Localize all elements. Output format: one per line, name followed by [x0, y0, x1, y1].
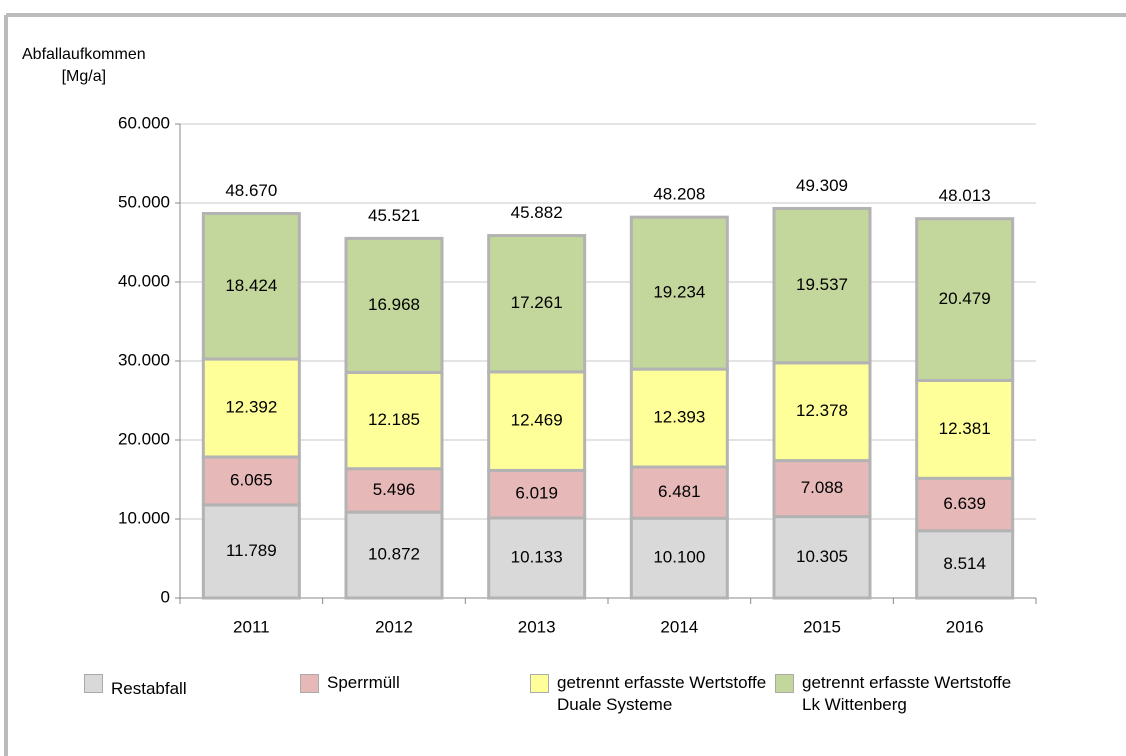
total-label: 48.013 — [939, 186, 991, 205]
y-tick-label: 10.000 — [118, 508, 170, 527]
bar-segment — [915, 378, 1015, 480]
legend-label: Restabfall — [111, 679, 187, 698]
x-tick-label: 2016 — [946, 617, 984, 636]
data-label: 16.968 — [368, 295, 420, 314]
data-label: 12.185 — [368, 410, 420, 429]
total-label: 48.670 — [225, 181, 277, 200]
bar-segment — [629, 516, 729, 600]
bar-segment — [201, 357, 301, 459]
bar-segment — [915, 476, 1015, 533]
y-tick-label: 20.000 — [118, 429, 170, 448]
data-label: 12.393 — [653, 408, 705, 427]
bar-segment — [772, 361, 872, 463]
data-label: 10.872 — [368, 545, 420, 564]
bar-segment — [344, 510, 444, 600]
bar-segment — [487, 234, 587, 374]
bar-segment — [201, 212, 301, 361]
bar-segment — [487, 516, 587, 600]
x-tick-label: 2014 — [660, 617, 698, 636]
legend-swatch — [775, 674, 794, 693]
y-tick-label: 40.000 — [118, 271, 170, 290]
bar-segment — [629, 367, 729, 469]
data-label: 6.481 — [658, 482, 701, 501]
legend-item: Restabfall — [84, 672, 187, 700]
y-tick-label: 0 — [161, 587, 170, 606]
data-label: 12.378 — [796, 401, 848, 420]
legend-item: getrennt erfasste Wertstoffe Lk Wittenbe… — [775, 672, 1011, 716]
data-label: 7.088 — [801, 478, 844, 497]
data-label: 12.381 — [939, 419, 991, 438]
bar-segment — [915, 529, 1015, 600]
data-label: 10.133 — [511, 547, 563, 566]
x-tick-label: 2012 — [375, 617, 413, 636]
y-tick-label: 50.000 — [118, 192, 170, 211]
data-label: 8.514 — [943, 554, 986, 573]
y-tick-label: 30.000 — [118, 350, 170, 369]
bar-segment — [487, 468, 587, 520]
total-label: 45.521 — [368, 206, 420, 225]
y-axis-label: Abfallaufkommen [Mg/a] — [22, 46, 146, 85]
legend-swatch — [530, 674, 549, 693]
legend-item: getrennt erfasste Wertstoffe Duale Syste… — [530, 672, 766, 716]
data-label: 12.392 — [225, 397, 277, 416]
bar-segment — [915, 217, 1015, 382]
total-label: 49.309 — [796, 176, 848, 195]
legend-item: Sperrmüll — [300, 672, 400, 694]
legend-swatch — [84, 674, 103, 693]
legend-swatch — [300, 674, 319, 693]
bar-segment — [772, 206, 872, 365]
bar-segment — [772, 459, 872, 519]
data-label: 6.639 — [943, 494, 986, 513]
bar-segment — [344, 236, 444, 374]
total-label: 45.882 — [511, 203, 563, 222]
data-label: 6.065 — [230, 470, 273, 489]
bar-segment — [629, 465, 729, 520]
bar-segment — [201, 455, 301, 507]
bar-segment — [344, 370, 444, 471]
x-tick-label: 2015 — [803, 617, 841, 636]
data-label: 10.100 — [653, 548, 705, 567]
data-label: 6.019 — [515, 484, 558, 503]
x-tick-label: 2011 — [233, 617, 270, 636]
data-label: 10.305 — [796, 547, 848, 566]
data-label: 11.789 — [226, 541, 277, 560]
legend-label: getrennt erfasste Wertstoffe Lk Wittenbe… — [802, 673, 1012, 714]
legend-label: Sperrmüll — [327, 673, 400, 692]
y-tick-label: 60.000 — [118, 113, 170, 132]
data-label: 18.424 — [225, 276, 277, 295]
data-label: 20.479 — [939, 289, 991, 308]
legend-label: getrennt erfasste Wertstoffe Duale Syste… — [557, 673, 767, 714]
bar-segment — [487, 370, 587, 472]
data-label: 19.234 — [653, 283, 705, 302]
x-tick-label: 2013 — [518, 617, 556, 636]
total-label: 48.208 — [653, 185, 705, 204]
data-label: 19.537 — [796, 275, 848, 294]
data-label: 12.469 — [511, 411, 563, 430]
data-label: 17.261 — [511, 293, 563, 312]
data-label: 5.496 — [373, 480, 416, 499]
bar-segment — [629, 215, 729, 371]
